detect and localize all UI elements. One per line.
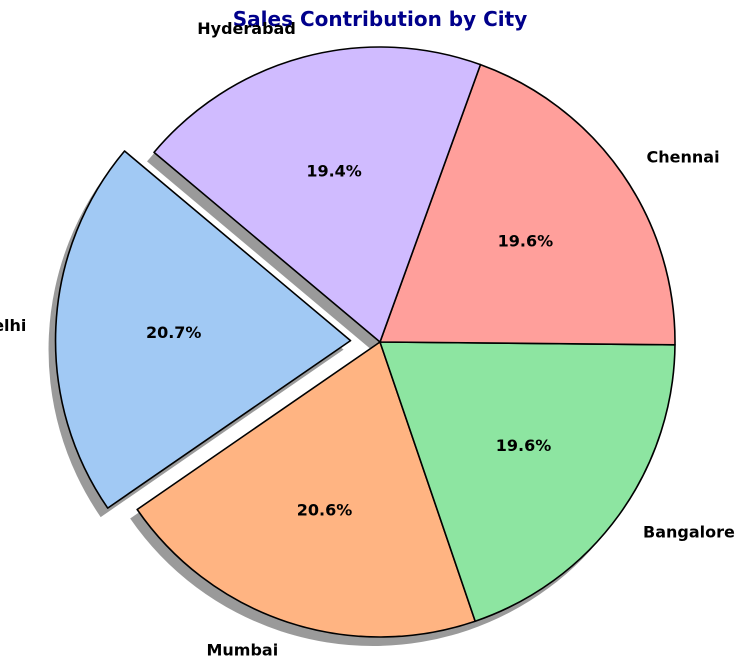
percent-labels: 20.7% 20.6% 19.6% 19.6% 19.4% <box>146 162 553 520</box>
category-label-bangalore: Bangalore <box>643 523 735 542</box>
pie-slice-delhi <box>54 150 352 509</box>
pie-slice-bangalore <box>379 341 676 623</box>
pie-slice-hyderabad <box>153 46 482 343</box>
category-label-chennai: Chennai <box>647 147 720 166</box>
percent-label-delhi: 20.7% <box>146 323 202 342</box>
percent-label-mumbai: 20.6% <box>297 501 353 520</box>
pie-slice-chennai <box>379 63 676 346</box>
category-labels: Delhi Mumbai Bangalore Chennai Hyderabad <box>0 19 735 660</box>
percent-label-chennai: 19.6% <box>498 232 554 251</box>
slices <box>54 46 676 638</box>
percent-label-hyderabad: 19.4% <box>306 162 362 181</box>
category-label-mumbai: Mumbai <box>206 641 278 660</box>
pie-slice-mumbai <box>136 341 477 638</box>
chart-title: Sales Contribution by City <box>233 7 527 31</box>
percent-label-bangalore: 19.6% <box>496 436 552 455</box>
category-label-delhi: Delhi <box>0 316 26 335</box>
category-label-hyderabad: Hyderabad <box>197 19 296 38</box>
